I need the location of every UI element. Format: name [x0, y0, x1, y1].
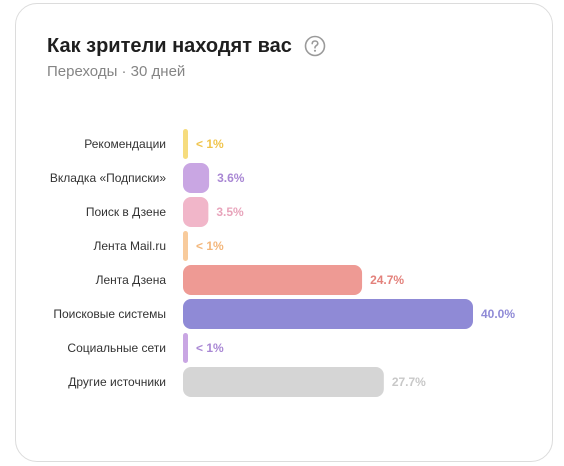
- bar-row: Поисковые системы 40.0%: [53, 299, 515, 329]
- category-label: Социальные сети: [67, 341, 166, 355]
- category-label: Рекомендации: [84, 137, 166, 151]
- value-label: < 1%: [196, 239, 224, 253]
- bar-row: Лента Mail.ru < 1%: [93, 231, 224, 261]
- bar[interactable]: [183, 197, 209, 227]
- bar[interactable]: [183, 299, 473, 329]
- value-label: 24.7%: [370, 273, 404, 287]
- value-label: 3.6%: [217, 171, 245, 185]
- bar-row: Другие источники 27.7%: [68, 367, 426, 397]
- category-label: Другие источники: [68, 375, 166, 389]
- bar-row: Поиск в Дзене 3.5%: [86, 197, 244, 227]
- value-label: 3.5%: [216, 205, 244, 219]
- chart-subtitle: Переходы · 30 дней: [47, 63, 186, 80]
- chart-title: Как зрители находят вас: [47, 34, 292, 57]
- value-label: < 1%: [196, 137, 224, 151]
- category-label: Лента Дзена: [96, 273, 167, 287]
- bar-row: Рекомендации < 1%: [84, 129, 224, 159]
- bar[interactable]: [183, 367, 384, 397]
- category-label: Поиск в Дзене: [86, 205, 166, 219]
- value-label: 27.7%: [392, 375, 426, 389]
- bar[interactable]: [183, 231, 188, 261]
- bar[interactable]: [183, 129, 188, 159]
- category-label: Поисковые системы: [53, 307, 166, 321]
- bar[interactable]: [183, 265, 363, 295]
- category-label: Вкладка «Подписки»: [50, 171, 166, 185]
- question-circle-icon[interactable]: [304, 35, 326, 57]
- bar-row: Лента Дзена 24.7%: [96, 265, 404, 295]
- category-label: Лента Mail.ru: [93, 239, 166, 253]
- value-label: < 1%: [196, 341, 224, 355]
- value-label: 40.0%: [481, 307, 515, 321]
- bar-row: Вкладка «Подписки» 3.6%: [50, 163, 245, 193]
- title-row: Как зрители находят вас: [47, 33, 326, 59]
- bar[interactable]: [183, 333, 188, 363]
- bar[interactable]: [183, 163, 210, 193]
- bar-row: Социальные сети < 1%: [67, 333, 224, 363]
